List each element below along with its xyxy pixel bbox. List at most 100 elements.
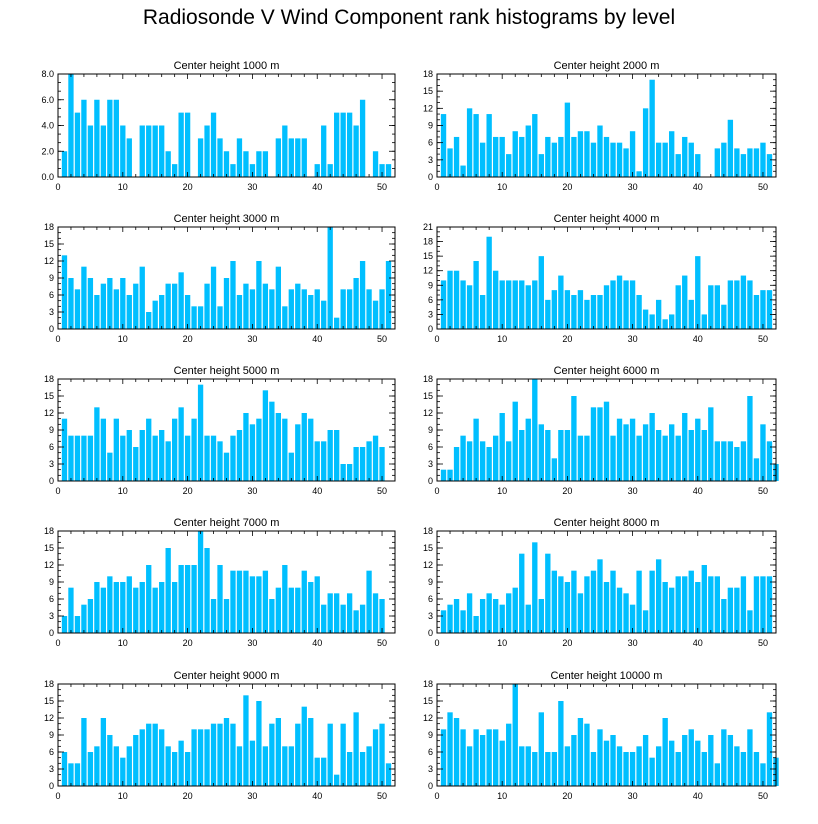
bar [682, 136, 688, 177]
bar [327, 227, 333, 329]
x-tick-label: 0 [55, 791, 60, 801]
bar [379, 599, 385, 633]
bar [499, 280, 505, 329]
bar [760, 763, 766, 786]
bar [675, 285, 681, 329]
bar [94, 407, 100, 481]
panel-title: Center height 9000 m [174, 670, 280, 682]
bar [493, 435, 499, 481]
y-tick-label: 0 [428, 172, 433, 182]
bar [327, 164, 333, 178]
bar [571, 396, 577, 481]
bar [734, 587, 740, 633]
bar [551, 458, 558, 481]
bar [584, 299, 590, 329]
main-title: Radiosonde V Wind Component rank histogr… [142, 6, 676, 29]
bar [87, 599, 94, 633]
panel-title: Center height 7000 m [174, 517, 280, 529]
y-tick-label: 9 [428, 425, 433, 435]
bar [217, 441, 223, 481]
bar [577, 593, 584, 633]
bar [453, 599, 460, 633]
panel-10: Center height 10000 m 0 10 20 30 40 50 0 3 6 9 12 15… [423, 670, 779, 801]
bar [590, 570, 597, 633]
bar [486, 729, 492, 786]
bar [321, 757, 327, 786]
y-tick-label: 0 [428, 781, 433, 791]
bar [669, 587, 675, 633]
bar [655, 299, 662, 329]
bar [288, 587, 294, 633]
bar [616, 746, 623, 786]
x-tick-label: 0 [434, 791, 439, 801]
bar [682, 576, 688, 633]
bar [525, 746, 531, 786]
bar [603, 285, 610, 329]
bar [139, 729, 145, 786]
bar [87, 435, 94, 481]
bar [217, 565, 223, 633]
bar [564, 582, 571, 633]
x-tick-label: 30 [247, 182, 257, 192]
bar [740, 752, 747, 786]
bar [708, 735, 714, 786]
bar [282, 306, 288, 329]
y-tick-label: 15 [423, 391, 433, 401]
y-tick-label: 18 [423, 374, 433, 384]
bar [558, 576, 564, 633]
bar [94, 746, 100, 786]
bar [564, 746, 571, 786]
y-tick-label: 3 [428, 155, 433, 165]
y-tick-label: 12 [44, 256, 54, 266]
y-tick-label: 18 [423, 679, 433, 689]
bar [359, 261, 366, 329]
bar [379, 447, 385, 481]
bar [159, 430, 165, 481]
bar [695, 418, 701, 481]
y-tick-label: 9 [49, 425, 54, 435]
bar [649, 79, 655, 177]
x-tick-label: 50 [377, 334, 387, 344]
bar [525, 604, 531, 633]
bar [184, 752, 191, 786]
bar [366, 570, 372, 633]
y-tick-label: 6 [49, 747, 54, 757]
bar [675, 576, 681, 633]
bar [662, 718, 668, 786]
bar [629, 604, 636, 633]
x-tick-label: 10 [497, 334, 507, 344]
x-tick-label: 40 [312, 182, 322, 192]
bar [178, 407, 184, 481]
bar [372, 435, 379, 481]
bar [479, 142, 486, 177]
x-tick-label: 30 [628, 638, 638, 648]
bar [636, 435, 642, 481]
x-tick-label: 40 [693, 486, 703, 496]
bar [714, 763, 720, 786]
bar [662, 582, 668, 633]
bar [499, 413, 505, 481]
bar [146, 312, 152, 329]
x-tick-label: 50 [377, 638, 387, 648]
y-tick-label: 15 [423, 251, 433, 261]
bar [61, 752, 68, 786]
y-tick-label: 9 [428, 577, 433, 587]
y-tick-label: 12 [423, 266, 433, 276]
bar [353, 610, 359, 633]
bar [346, 464, 353, 481]
bar [217, 723, 223, 786]
bar [275, 138, 281, 178]
bar [230, 164, 236, 178]
bar [636, 295, 642, 329]
bar [113, 418, 119, 481]
panel-title: Center height 2000 m [554, 60, 660, 72]
bar [571, 735, 577, 786]
bar [721, 142, 727, 177]
bar [519, 746, 525, 786]
panel-1: Center height 1000 m 0 10 20 30 40 50 0.0 2.0 4.0… [41, 60, 396, 192]
bar [74, 112, 81, 178]
y-tick-label: 15 [423, 696, 433, 706]
y-tick-label: 0 [428, 476, 433, 486]
x-tick-label: 10 [497, 791, 507, 801]
x-tick-label: 50 [377, 791, 387, 801]
